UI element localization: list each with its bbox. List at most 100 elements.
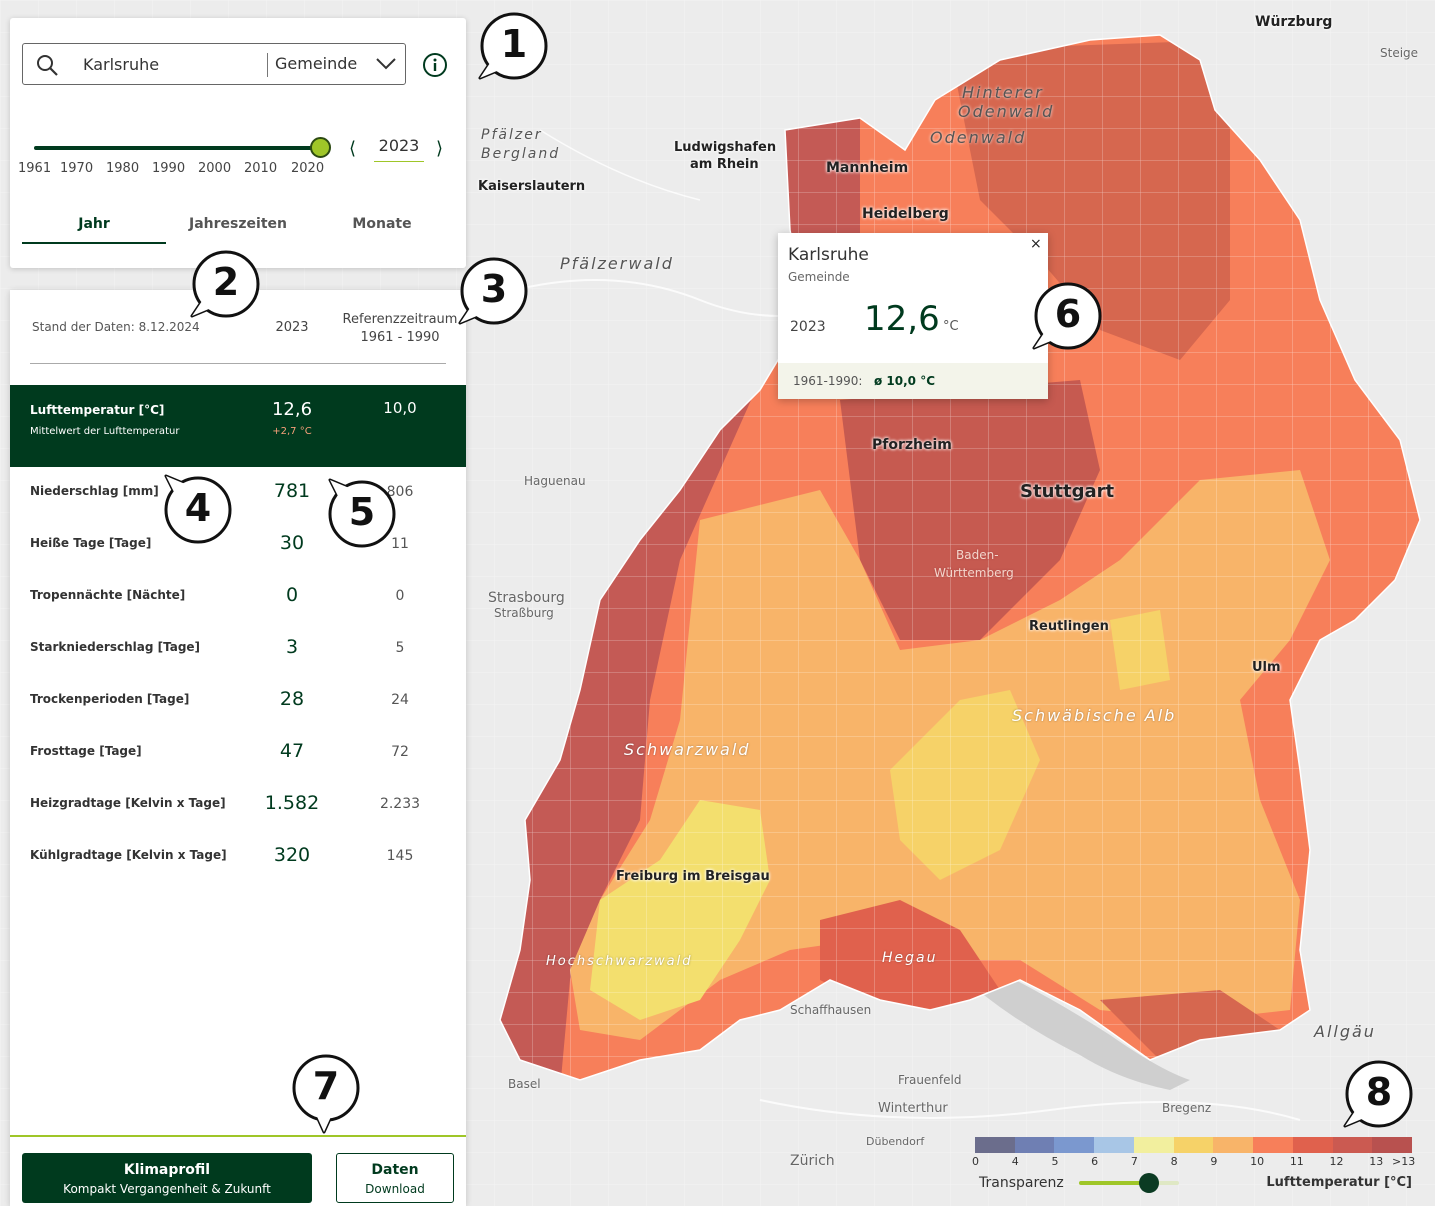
legend-swatch	[1054, 1137, 1095, 1153]
legend-label: 5	[1051, 1155, 1059, 1168]
klimaprofil-title: Klimaprofil	[123, 1162, 211, 1178]
year-slider-thumb[interactable]	[310, 137, 331, 158]
popup-level: Gemeinde	[788, 270, 850, 284]
year-input[interactable]: 2023	[374, 136, 424, 162]
indicator-reference: 10,0	[383, 399, 417, 417]
legend-swatch	[1292, 1137, 1333, 1153]
indicator-label: Frosttage [Tage]	[30, 744, 142, 758]
search-icon[interactable]	[35, 53, 59, 81]
map-label-allgaeu: Allgäu	[1314, 1022, 1376, 1041]
year-slider-track[interactable]	[34, 146, 320, 150]
info-icon[interactable]	[422, 52, 448, 82]
map-label-haguenau: Haguenau	[524, 474, 586, 488]
map-legend: 0 4 5 6 7 8 9 10 11 12 13 >13 Transparenz Lufttempe…	[972, 1137, 1416, 1197]
indicator-row[interactable]: Kühlgradtage [Kelvin x Tage] 320 145	[10, 832, 466, 884]
legend-swatch	[1332, 1137, 1373, 1153]
daten-download-button[interactable]: Daten Download	[336, 1153, 454, 1203]
slider-tick: 2020	[291, 161, 325, 176]
indicator-label: Starkniederschlag [Tage]	[30, 640, 201, 654]
indicator-reference: 5	[395, 640, 405, 656]
annotation-bubble: 1	[478, 10, 550, 98]
indicator-reference: 24	[391, 692, 409, 708]
legend-label: >13	[1392, 1155, 1416, 1168]
indicator-row[interactable]: Heizgradtage [Kelvin x Tage] 1.582 2.233	[10, 780, 466, 832]
slider-tick: 1980	[106, 161, 140, 176]
annotation-number: 2	[212, 260, 240, 304]
legend-label: 6	[1091, 1155, 1099, 1168]
search-input[interactable]: Karlsruhe	[83, 55, 160, 74]
legend-swatch	[1014, 1137, 1055, 1153]
annotation-bubble: 6	[1032, 280, 1104, 368]
search-box[interactable]: Karlsruhe Gemeinde	[22, 43, 406, 85]
map-label-am-rhein: am Rhein	[690, 157, 759, 172]
indicator-row[interactable]: Starkniederschlag [Tage] 3 5	[10, 624, 466, 676]
map-popup: × Karlsruhe Gemeinde 2023 12,6 °C 1961-1…	[778, 233, 1048, 399]
tab-jahreszeiten[interactable]: Jahreszeiten	[189, 216, 287, 232]
indicator-value: 12,6	[271, 399, 313, 420]
legend-swatch	[1253, 1137, 1293, 1153]
map-label-winterthur: Winterthur	[878, 1101, 948, 1116]
slider-tick: 1990	[152, 161, 186, 176]
legend-swatch	[975, 1137, 1015, 1153]
popup-footer: 1961-1990: ø 10,0 °C	[778, 363, 1048, 399]
legend-swatch	[1173, 1137, 1214, 1153]
slider-tick: 1961	[18, 161, 52, 176]
transparency-slider-track[interactable]	[1079, 1181, 1179, 1185]
map-label-stuttgart: Stuttgart	[1020, 481, 1115, 502]
map-label-pfaelzerwald: Pfälzerwald	[560, 254, 674, 273]
annotation-bubble: 7	[290, 1052, 362, 1140]
legend-swatch	[1372, 1137, 1413, 1153]
close-icon[interactable]: ×	[1030, 236, 1042, 252]
indicator-value: 1.582	[264, 792, 320, 814]
data-date: Stand der Daten: 8.12.2024	[32, 320, 200, 334]
annotation-bubble: 8	[1343, 1058, 1415, 1146]
indicator-row-selected[interactable]: Lufttemperatur [°C] Mittelwert der Luftt…	[10, 385, 466, 467]
indicator-row[interactable]: Frosttage [Tage] 47 72	[10, 728, 466, 780]
map-label-ulm: Ulm	[1252, 660, 1281, 675]
indicator-row[interactable]: Heiße Tage [Tage] 30 11	[10, 520, 466, 572]
map-label-schwarzwald: Schwarzwald	[624, 740, 751, 759]
annotation-bubble: 4	[162, 474, 234, 562]
annotation-number: 3	[480, 267, 508, 311]
level-select[interactable]: Gemeinde	[275, 54, 358, 73]
chevron-down-icon[interactable]	[375, 56, 397, 76]
map-label-bergland: Bergland	[481, 146, 561, 162]
legend-swatch	[1133, 1137, 1174, 1153]
tab-monate[interactable]: Monate	[352, 216, 412, 232]
map-label-duebendorf: Dübendorf	[866, 1135, 925, 1148]
legend-label: 4	[1011, 1155, 1019, 1168]
annotation-number: 7	[312, 1064, 340, 1108]
column-header-reference: Referenzzeitraum 1961 - 1990	[340, 311, 460, 347]
legend-label: 10	[1250, 1155, 1265, 1168]
popup-title: Karlsruhe	[788, 245, 869, 265]
active-tab-indicator	[22, 242, 166, 244]
legend-label: 13	[1369, 1155, 1384, 1168]
indicator-reference: 0	[395, 588, 405, 604]
indicator-row[interactable]: Tropennächte [Nächte] 0 0	[10, 572, 466, 624]
data-panel: Stand der Daten: 8.12.2024 2023 Referenz…	[10, 290, 466, 1206]
indicator-reference: 11	[391, 536, 409, 552]
column-header-reference-line1: Referenzzeitraum	[342, 312, 458, 327]
map-label-baden: Baden-	[956, 548, 999, 562]
indicator-reference: 145	[386, 848, 414, 864]
popup-year: 2023	[790, 319, 826, 335]
legend-color-scale	[975, 1137, 1413, 1153]
indicator-label: Lufttemperatur [°C]	[30, 403, 165, 417]
next-year-button[interactable]: ⟩	[436, 138, 444, 159]
indicator-row[interactable]: Niederschlag [mm] 781 806	[10, 468, 466, 520]
map-label-mannheim: Mannheim	[826, 160, 909, 176]
prev-year-button[interactable]: ⟨	[349, 138, 357, 159]
indicator-row[interactable]: Trockenperioden [Tage] 28 24	[10, 676, 466, 728]
transparency-slider-thumb[interactable]	[1139, 1173, 1159, 1193]
indicator-label: Heizgradtage [Kelvin x Tage]	[30, 796, 226, 810]
map-label-frauenfeld: Frauenfeld	[898, 1073, 962, 1087]
column-header-reference-line2: 1961 - 1990	[360, 330, 440, 345]
daten-subtitle: Download	[365, 1182, 425, 1196]
klimaprofil-button[interactable]: Klimaprofil Kompakt Vergangenheit & Zuku…	[22, 1153, 312, 1203]
legend-label: 8	[1170, 1155, 1178, 1168]
footer-divider	[10, 1135, 466, 1137]
tab-jahr[interactable]: Jahr	[78, 216, 110, 232]
annotation-bubble: 2	[190, 248, 262, 336]
